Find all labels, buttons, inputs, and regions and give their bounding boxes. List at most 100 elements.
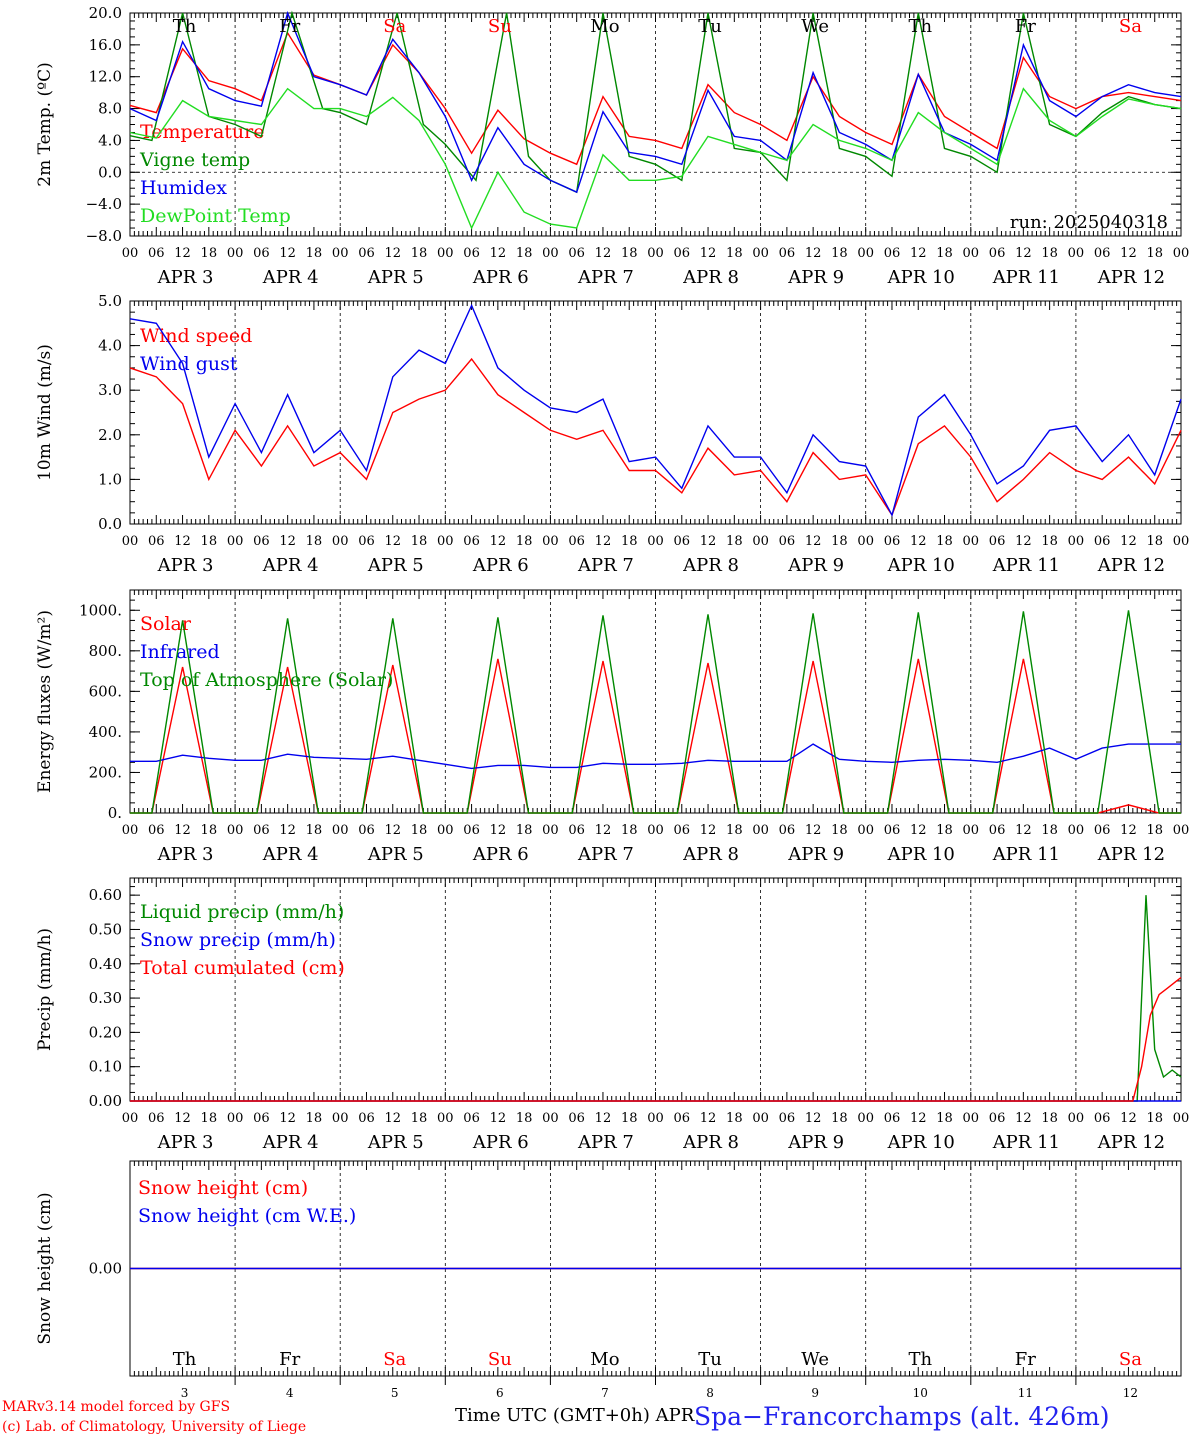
- y-tick-label: 8.0: [98, 100, 122, 118]
- y-tick-label: 1.0: [98, 470, 122, 488]
- y-tick-label: 0.0: [98, 163, 122, 181]
- hour-label: 06: [884, 534, 901, 549]
- date-label: APR 7: [577, 844, 634, 865]
- y-tick-label: 2.0: [98, 426, 122, 444]
- hour-label: 00: [963, 823, 980, 838]
- date-label: APR 11: [992, 267, 1060, 288]
- date-label: APR 12: [1097, 844, 1165, 865]
- hour-label: 18: [831, 534, 848, 549]
- y-tick-label: 12.0: [89, 68, 122, 86]
- hour-label: 06: [674, 534, 691, 549]
- date-label: APR 12: [1097, 555, 1165, 576]
- hour-label: 00: [963, 246, 980, 261]
- legend-entry: Humidex: [140, 177, 227, 199]
- day-abbr-bottom: Th: [173, 1349, 197, 1370]
- hour-label: 06: [989, 823, 1006, 838]
- hour-label: 18: [621, 534, 638, 549]
- series-line: [129, 357, 1182, 517]
- y-axis-label: Precip (mm/h): [35, 928, 55, 1051]
- hour-label: 00: [1068, 823, 1085, 838]
- hour-label: 06: [989, 534, 1006, 549]
- date-label: APR 7: [577, 555, 634, 576]
- hour-label: 00: [437, 534, 454, 549]
- date-label: APR 3: [157, 267, 214, 288]
- day-abbr-top: Th: [908, 16, 932, 37]
- hour-label: 00: [122, 246, 139, 261]
- y-tick-label: 400.: [89, 723, 122, 741]
- day-number: 4: [286, 1386, 294, 1400]
- day-abbr-bottom: Mo: [590, 1349, 619, 1370]
- date-label: APR 9: [787, 555, 844, 576]
- hour-label: 12: [910, 246, 927, 261]
- hour-label: 12: [174, 246, 191, 261]
- date-label: APR 5: [367, 1132, 424, 1153]
- y-tick-label: 0.0: [98, 515, 122, 533]
- day-abbr-bottom: Tu: [698, 1349, 722, 1370]
- y-tick-label: 1000.: [79, 601, 122, 619]
- y-tick-label: 0.20: [89, 1023, 122, 1041]
- date-label: APR 8: [682, 267, 739, 288]
- day-abbr-bottom: Sa: [1119, 1349, 1142, 1370]
- hour-label: 00: [542, 534, 559, 549]
- legend-entry: Vigne temp: [139, 149, 250, 171]
- hour-label: 00: [857, 823, 874, 838]
- hour-label: 18: [201, 534, 218, 549]
- hour-label: 12: [1120, 1111, 1137, 1126]
- date-label: APR 3: [157, 555, 214, 576]
- station-label: Spa−Francorchamps (alt. 426m): [694, 1402, 1110, 1431]
- hour-label: 00: [1173, 246, 1190, 261]
- hour-label: 00: [542, 246, 559, 261]
- date-label: APR 3: [157, 1132, 214, 1153]
- hour-label: 00: [122, 1111, 139, 1126]
- hour-label: 00: [1173, 1111, 1190, 1126]
- hour-label: 12: [700, 1111, 717, 1126]
- hour-label: 12: [910, 1111, 927, 1126]
- date-label: APR 9: [787, 1132, 844, 1153]
- hour-label: 12: [279, 1111, 296, 1126]
- hour-label: 00: [227, 823, 244, 838]
- hour-label: 12: [490, 534, 507, 549]
- date-label: APR 6: [472, 844, 529, 865]
- hour-label: 06: [148, 1111, 165, 1126]
- hour-label: 06: [148, 246, 165, 261]
- hour-label: 12: [1120, 534, 1137, 549]
- hour-label: 00: [1068, 534, 1085, 549]
- date-label: APR 9: [787, 844, 844, 865]
- run-label: run: 2025040318: [1010, 212, 1168, 233]
- hour-label: 06: [1094, 534, 1111, 549]
- hour-label: 12: [174, 823, 191, 838]
- hour-label: 06: [568, 246, 585, 261]
- legend-entry: Infrared: [140, 641, 220, 663]
- hour-label: 06: [253, 534, 270, 549]
- date-label: APR 5: [367, 267, 424, 288]
- hour-label: 00: [437, 823, 454, 838]
- day-number: 6: [496, 1386, 504, 1400]
- hour-label: 00: [647, 534, 664, 549]
- legend-entry: Liquid precip (mm/h): [140, 901, 344, 923]
- day-abbr-top: Fr: [279, 16, 300, 37]
- hour-label: 06: [989, 1111, 1006, 1126]
- legend-entry: Wind gust: [140, 353, 238, 375]
- hour-label: 12: [384, 534, 401, 549]
- hour-label: 12: [910, 534, 927, 549]
- series-line: [129, 87, 1182, 230]
- hour-label: 18: [1146, 246, 1163, 261]
- date-label: APR 10: [887, 1132, 955, 1153]
- y-tick-label: 0.50: [89, 920, 122, 938]
- y-tick-label: 0.00: [89, 1092, 122, 1110]
- hour-label: 18: [1041, 246, 1058, 261]
- day-number: 5: [391, 1386, 399, 1400]
- day-number: 12: [1123, 1386, 1138, 1400]
- hour-label: 12: [1015, 534, 1032, 549]
- hour-label: 06: [989, 246, 1006, 261]
- hour-label: 06: [674, 1111, 691, 1126]
- day-number: 11: [1018, 1386, 1033, 1400]
- date-label: APR 9: [787, 267, 844, 288]
- legend-entry: Snow precip (mm/h): [140, 929, 336, 951]
- date-label: APR 7: [577, 267, 634, 288]
- y-tick-label: 16.0: [89, 36, 122, 54]
- hour-label: 12: [910, 823, 927, 838]
- hour-label: 06: [358, 823, 375, 838]
- date-label: APR 10: [887, 555, 955, 576]
- date-label: APR 4: [262, 267, 319, 288]
